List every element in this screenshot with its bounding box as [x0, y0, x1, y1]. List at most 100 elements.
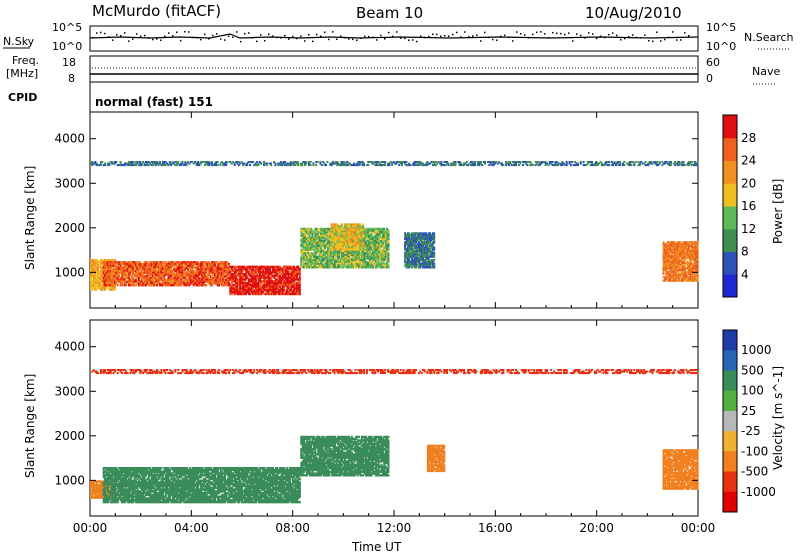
data-cell — [299, 293, 301, 295]
nsearch-point — [516, 31, 518, 33]
nsearch-point — [656, 32, 658, 34]
data-cell — [217, 161, 219, 163]
nsearch-point — [592, 33, 594, 35]
nsearch-point — [576, 33, 578, 35]
data-cell — [234, 164, 236, 166]
nsearch-point — [560, 33, 562, 35]
data-cell — [217, 164, 219, 166]
nsearch-point — [280, 37, 282, 39]
data-cell — [362, 248, 364, 250]
nsky-label: N.Sky — [3, 35, 35, 48]
data-cell — [249, 164, 251, 166]
nsearch-point — [268, 34, 270, 36]
nsearch-point — [616, 35, 618, 37]
nsky-scale-high: 10^5 — [52, 21, 82, 34]
nsky-scale-low: 10^0 — [52, 40, 82, 53]
nsearch-point — [416, 41, 418, 43]
nsearch-scale-high: 10^5 — [706, 21, 736, 34]
power-heatmap — [90, 161, 699, 295]
nsearch-point — [392, 36, 394, 38]
nsearch-point — [212, 35, 214, 37]
nsearch-point — [332, 31, 334, 32]
nsearch-point — [628, 36, 630, 38]
nsearch-point — [188, 31, 190, 33]
nsearch-point — [388, 32, 390, 34]
nsearch-point — [252, 37, 254, 39]
nsearch-point — [264, 40, 266, 42]
nsearch-point — [304, 40, 306, 42]
nsearch-point — [552, 32, 554, 34]
nsearch-point — [116, 34, 118, 36]
nsearch-point — [680, 39, 682, 41]
nsearch-point — [612, 32, 614, 34]
nsearch-point — [400, 37, 402, 39]
nsearch-point — [476, 34, 478, 36]
nsearch-point — [308, 34, 310, 36]
nsearch-point — [316, 34, 318, 36]
nsearch-point — [440, 36, 442, 38]
nsearch-point — [152, 39, 154, 41]
data-cell — [697, 264, 699, 266]
nsearch-point — [528, 37, 530, 39]
nsearch-point — [532, 34, 534, 36]
nsearch-point — [380, 35, 382, 37]
nsearch-point — [148, 37, 150, 39]
data-cell — [433, 255, 435, 257]
nsearch-point — [184, 31, 186, 33]
freq-label: Freq. — [12, 54, 39, 67]
nsearch-point — [352, 39, 354, 41]
nsearch-point — [444, 35, 446, 37]
data-cell — [141, 164, 143, 166]
data-cell — [117, 284, 119, 286]
data-cell — [114, 288, 116, 290]
nsearch-point — [396, 31, 398, 33]
nsearch-point — [96, 32, 98, 34]
nsearch-point — [348, 38, 350, 40]
nsearch-point — [176, 32, 178, 34]
data-cell — [388, 261, 390, 263]
data-cell — [388, 249, 390, 251]
nsearch-point — [508, 37, 510, 39]
nsearch-label: N.Search — [744, 31, 794, 44]
nsearch-point — [220, 38, 222, 40]
data-cell — [266, 164, 268, 166]
nsearch-point — [436, 34, 438, 36]
nsearch-point — [136, 33, 138, 35]
nsky-panel-frame — [90, 26, 698, 51]
data-cell — [388, 266, 390, 268]
data-cell — [433, 266, 435, 268]
data-cell — [433, 259, 435, 261]
beam-label: Beam 10 — [356, 4, 423, 22]
nsearch-point — [156, 38, 158, 40]
data-cell — [433, 241, 435, 243]
nsearch-point — [344, 37, 346, 39]
nsearch-point — [408, 40, 410, 42]
nsearch-point — [284, 35, 286, 37]
data-cell — [258, 164, 260, 166]
date-label: 10/Aug/2010 — [585, 4, 682, 22]
nsearch-point — [108, 36, 110, 38]
nsearch-point — [360, 38, 362, 40]
nsearch-point — [328, 39, 330, 41]
nsearch-point — [504, 35, 506, 37]
nsearch-point — [260, 34, 262, 36]
nsearch-point — [92, 37, 94, 39]
nsearch-point — [160, 40, 162, 42]
data-cell — [205, 284, 207, 286]
data-cell — [108, 164, 110, 166]
nsearch-point — [104, 33, 106, 35]
nsearch-point — [164, 36, 166, 38]
freq-tick-low: 8 — [68, 72, 75, 85]
nsearch-point — [140, 35, 142, 37]
nsearch-point — [572, 40, 574, 42]
nsearch-point — [256, 41, 258, 43]
data-cell — [115, 161, 117, 163]
nsearch-point — [668, 37, 670, 39]
nsearch-point — [180, 40, 182, 42]
data-cell — [104, 164, 106, 166]
nsearch-point — [536, 32, 538, 33]
nsearch-point — [568, 32, 570, 34]
data-cell — [260, 163, 262, 165]
nsearch-point — [460, 36, 462, 38]
nsearch-point — [520, 33, 522, 35]
